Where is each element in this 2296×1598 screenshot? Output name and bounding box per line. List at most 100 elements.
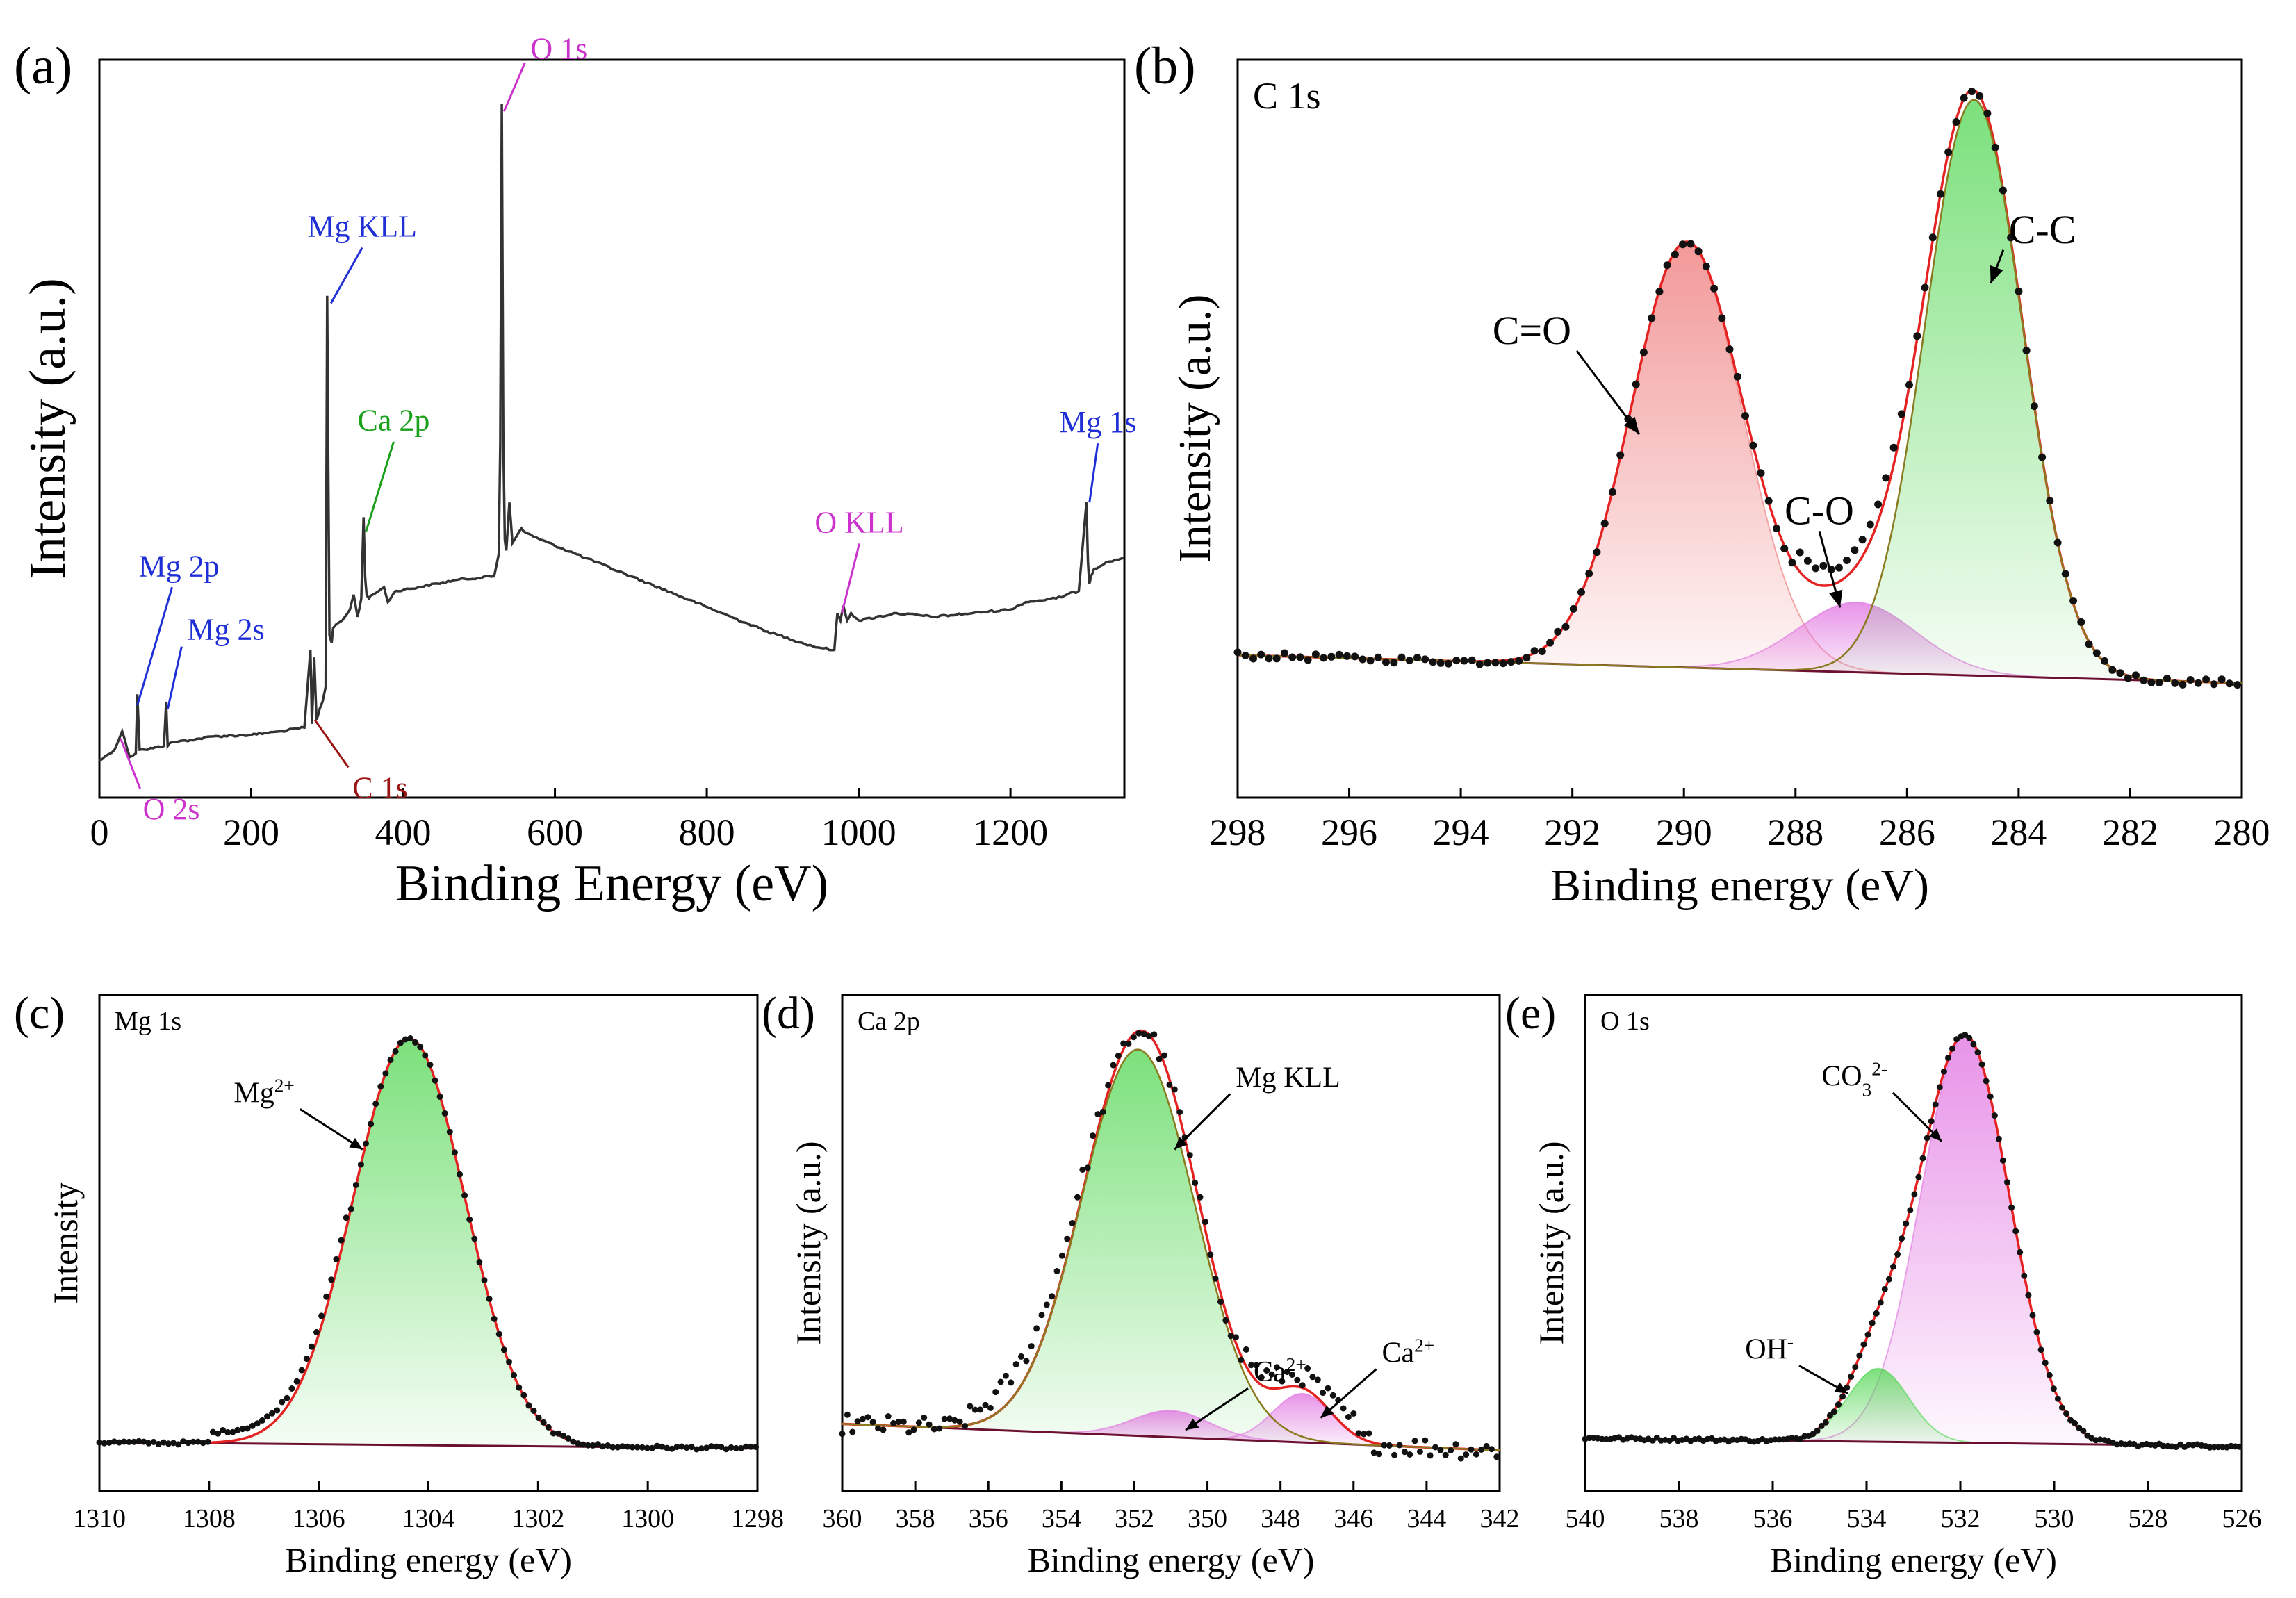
data-point [1135,1030,1142,1037]
data-point [926,1421,933,1428]
data-point [269,1410,276,1417]
data-point [1718,314,1726,322]
data-point [1176,1109,1183,1116]
data-point [1473,1451,1479,1458]
data-point [1987,1093,1994,1100]
data-point [2202,675,2211,684]
peak-label: O KLL [814,506,903,540]
data-point [1944,148,1953,156]
data-point [900,1418,907,1425]
data-point [1546,639,1555,647]
data-point [1523,654,1531,662]
x-tick-label: 292 [1544,812,1600,853]
data-point [1949,1045,1955,1052]
x-axis-label: Binding Energy (eV) [395,855,828,912]
plot-frame [1236,58,2243,799]
data-point [1968,88,1976,95]
data-point [1151,1031,1158,1038]
data-point [323,1293,330,1300]
data-point [471,1235,478,1242]
data-point [436,1093,443,1100]
data-point [2029,1312,2036,1319]
data-point [1639,348,1648,356]
data-point [1090,1132,1096,1139]
data-point [1370,1449,1377,1456]
data-point [1609,488,1616,496]
data-point [1671,250,1679,258]
data-point [1429,658,1437,666]
data-point [1585,570,1593,577]
panel-b: 298 296 294 292 290 288 286 284 282 280 Binding en… [1134,37,2270,911]
y-axis-label: Intensity (a.u.) [19,278,76,579]
data-point [2101,657,2108,665]
data-point [1741,412,1749,420]
data-point [1877,1299,1884,1306]
data-point [864,1414,871,1421]
data-point [293,1378,300,1385]
data-point [570,1438,577,1445]
data-point [1507,658,1515,666]
peak-annotation: Mg2+ [233,1075,363,1151]
label-text: C-O [1785,488,1854,533]
data-point [1442,1451,1449,1458]
data-point [2077,618,2085,626]
panel-d: 360 358 356 354 352 350 348 346 344 342 Binding en… [762,988,1520,1579]
data-point [1397,653,1406,661]
data-point [1265,654,1273,663]
data-point [859,1415,866,1422]
peak-annotation: Mg KLL [307,209,417,304]
data-point [1382,658,1390,666]
data-point [313,1328,320,1335]
data-point [1002,1372,1009,1379]
x-tick-label: 600 [527,812,583,853]
data-point [1263,1367,1270,1374]
data-point [1890,1263,1896,1270]
x-tick-label: 1000 [821,812,896,853]
peak-annotation: C-O [1785,488,1854,608]
data-point [673,1444,680,1451]
x-tick-label: 288 [1767,812,1823,853]
data-point [377,1083,384,1090]
data-point [1105,1082,1112,1089]
arrow-head [1990,265,2003,283]
data-point [1907,1207,1914,1214]
data-point [1448,1447,1454,1454]
x-tick-label: 350 [1188,1504,1227,1533]
data-point [605,1442,612,1449]
component-fill-c-c [1238,99,2242,684]
peak-annotation: O 2s [120,738,199,826]
data-point [2217,675,2226,684]
data-point [185,1440,192,1447]
data-point [2046,1372,2053,1378]
data-point [669,1445,675,1452]
x-axis-label: Binding energy (eV) [1550,860,1929,911]
panel-title: O 1s [1600,1007,1650,1036]
data-point [1241,652,1249,659]
data-point [239,1426,246,1433]
data-point [1839,1393,1846,1400]
leader-line [365,441,395,533]
data-point [1976,92,1984,100]
data-point [461,1192,468,1199]
data-point [1928,1118,1935,1125]
x-tick-label: 352 [1115,1504,1154,1533]
data-point [1294,1376,1301,1383]
data-point [987,1404,994,1411]
data-point [259,1417,265,1424]
data-point [2053,538,2062,547]
x-ticks: 298 296 294 292 290 288 286 284 282 280 [1210,788,2270,853]
data-point [982,1401,989,1408]
data-point [1345,1414,1352,1420]
data-point [1243,1346,1249,1353]
data-point [1272,654,1281,663]
x-tick-label: 534 [1847,1504,1887,1533]
leader-line [166,646,183,709]
data-point [565,1435,572,1442]
data-point [1452,657,1461,665]
data-point [412,1039,419,1046]
label-sup: 2- [1871,1059,1887,1080]
data-point [249,1422,256,1429]
data-point [634,1444,641,1451]
data-point [2059,1404,2065,1411]
data-point [1991,1112,1998,1119]
